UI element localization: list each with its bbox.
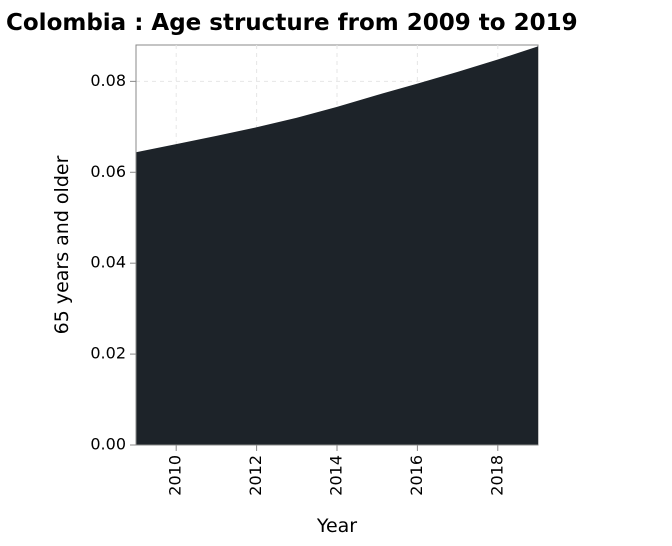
y-axis-label: 65 years and older <box>51 155 73 334</box>
chart-title: Colombia : Age structure from 2009 to 20… <box>6 10 578 36</box>
y-tick-label: 0.06 <box>90 162 126 181</box>
x-tick-label: 2018 <box>487 455 506 496</box>
y-tick-label: 0.08 <box>90 71 126 90</box>
y-tick-label: 0.02 <box>90 344 126 363</box>
y-tick-label: 0.00 <box>90 435 126 454</box>
x-axis-label: Year <box>316 515 357 537</box>
x-tick-label: 2016 <box>407 455 426 496</box>
x-tick-label: 2012 <box>246 455 265 496</box>
area-series <box>136 46 538 445</box>
x-tick-label: 2014 <box>327 455 346 496</box>
y-axis-ticks: 0.00 0.02 0.04 0.06 0.08 <box>90 71 136 454</box>
x-axis-ticks: 2010 2012 2014 2016 2018 <box>166 445 506 496</box>
x-tick-label: 2010 <box>166 455 185 496</box>
y-tick-label: 0.04 <box>90 253 126 272</box>
